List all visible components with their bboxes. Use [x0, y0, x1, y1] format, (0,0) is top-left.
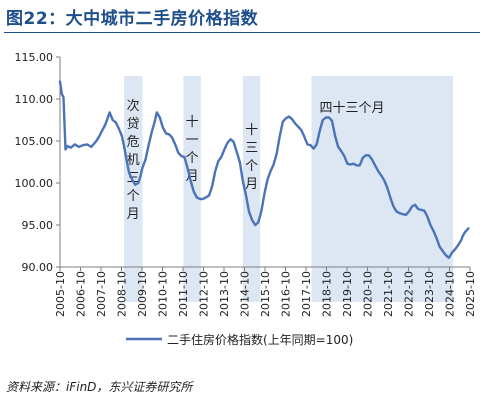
x-tick-label: 2021-10 [382, 271, 395, 317]
shaded-period-3 [311, 76, 453, 302]
x-tick-label: 2020-10 [362, 271, 375, 317]
x-tick-label: 2006-10 [75, 271, 88, 317]
shaded-period-0 [123, 76, 143, 302]
x-tick-label: 2011-10 [177, 271, 190, 317]
title-divider [4, 32, 480, 33]
chart-title: 图22：大中城市二手房价格指数 [6, 9, 259, 29]
y-tick-label: 115.00 [15, 51, 54, 64]
shaded-period-label-2: 十三个月 [245, 123, 258, 192]
x-tick-label: 2017-10 [300, 271, 313, 317]
y-tick-label: 105.00 [15, 135, 54, 148]
x-tick-label: 2019-10 [341, 271, 354, 317]
shaded-period-label-1: 十一个月 [186, 115, 199, 184]
series-lines [58, 80, 470, 259]
x-tick-label: 2015-10 [259, 271, 272, 317]
y-tick-label: 95.00 [22, 219, 54, 232]
x-tick-label: 2007-10 [95, 271, 108, 317]
x-tick-label: 2010-10 [157, 271, 170, 317]
x-tick-label: 2016-10 [280, 271, 293, 317]
y-axis-tick-labels: 115.00 110.00 105.00 100.00 95.00 90.00 [15, 51, 54, 274]
x-tick-label: 2018-10 [321, 271, 334, 317]
legend: 二手住房价格指数(上年同期=100) [126, 332, 353, 347]
shaded-period-label-3: 四十三个月 [320, 101, 385, 116]
y-tick-label: 100.00 [15, 177, 54, 190]
source-note: 资料来源：iFinD，东兴证券研究所 [6, 380, 193, 394]
shaded-periods [123, 76, 453, 302]
shaded-period-label-0: 次贷危机三个月 [127, 98, 140, 222]
x-tick-label: 2025-10 [464, 271, 477, 317]
x-axis-tick-labels: 2005-10 2006-10 2007-10 2008-10 2009-10 2010-… [54, 271, 477, 317]
x-tick-label: 2009-10 [136, 271, 149, 317]
shaded-period-2 [242, 76, 261, 302]
x-tick-label: 2023-10 [423, 271, 436, 317]
x-tick-label: 2013-10 [218, 271, 231, 317]
x-tick-label: 2014-10 [239, 271, 252, 317]
legend-label-0: 二手住房价格指数(上年同期=100) [167, 332, 353, 347]
y-tick-label: 90.00 [22, 261, 54, 274]
y-tick-label: 110.00 [15, 93, 54, 106]
x-tick-label: 2008-10 [116, 271, 129, 317]
x-tick-label: 2012-10 [198, 271, 211, 317]
series-line-0 [58, 80, 470, 259]
axes [56, 56, 471, 271]
x-tick-label: 2005-10 [54, 271, 67, 317]
x-tick-label: 2022-10 [403, 271, 416, 317]
shaded-period-labels: 次贷危机三个月 十一个月 十三个月 四十三个月 [127, 98, 385, 222]
x-tick-label: 2024-10 [444, 271, 457, 317]
